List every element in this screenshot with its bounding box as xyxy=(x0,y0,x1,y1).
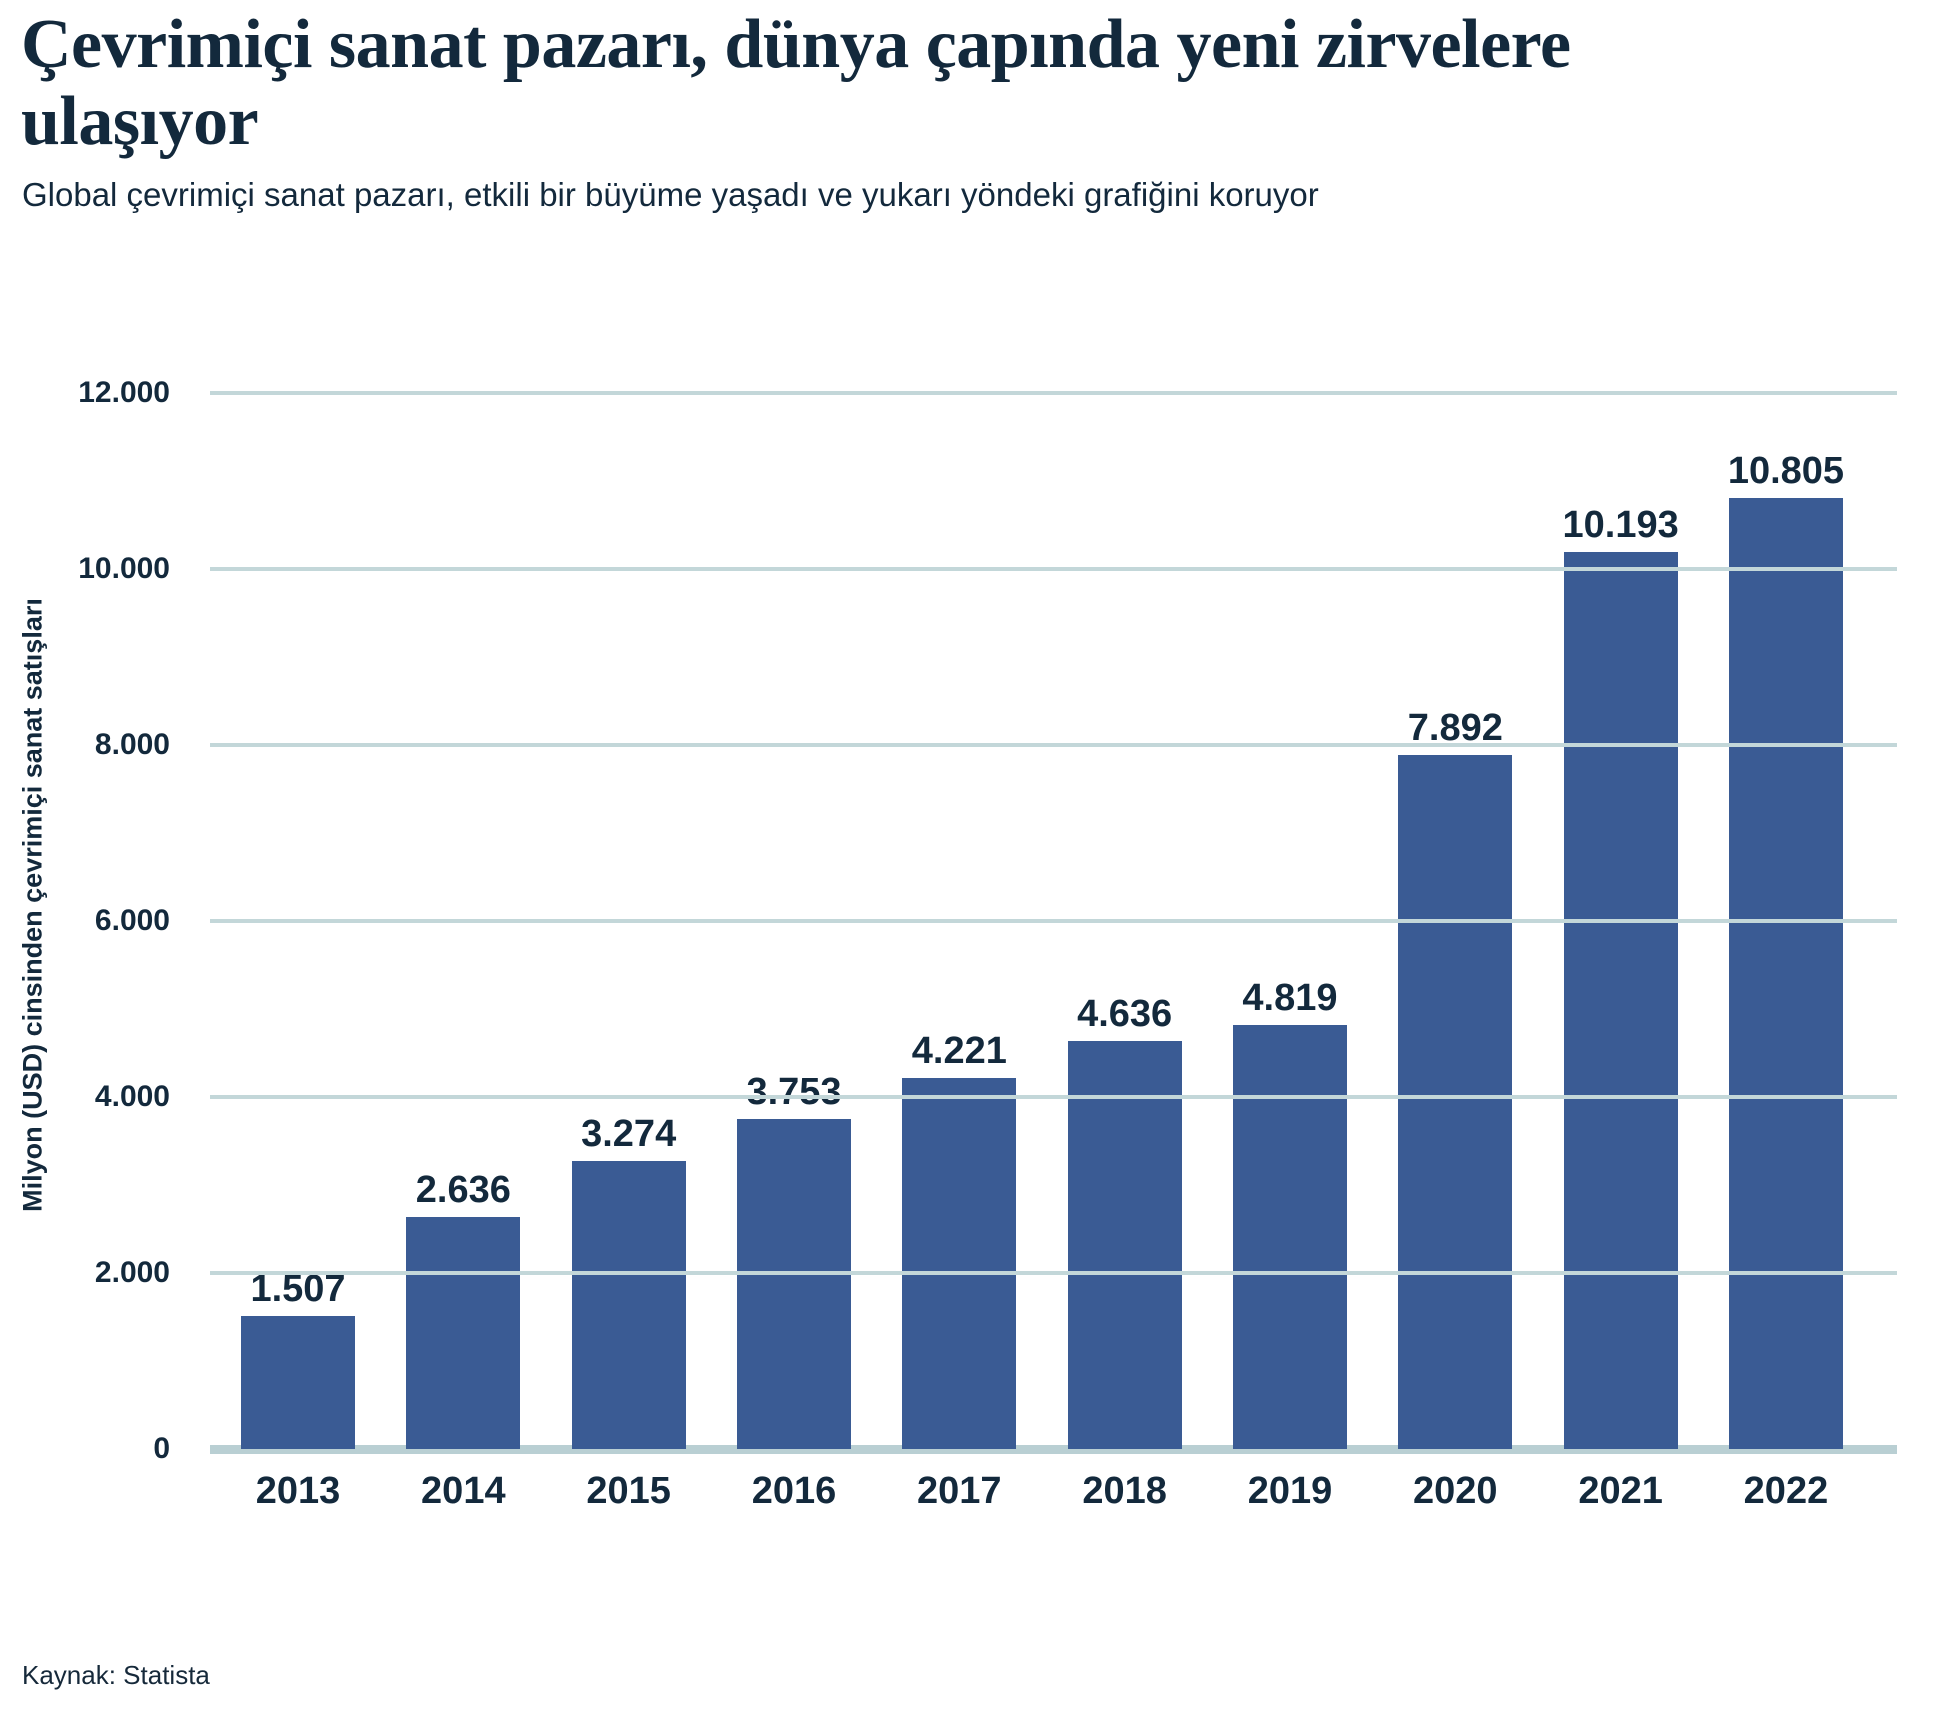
gridline-4.000 xyxy=(210,1095,1897,1099)
x-tick-2020: 2020 xyxy=(1413,1470,1498,1512)
x-axis-line xyxy=(210,1445,1897,1454)
bar-value-2014: 2.636 xyxy=(415,1169,511,1211)
bar-2018 xyxy=(1067,1041,1182,1449)
bar-value-2015: 3.274 xyxy=(581,1113,677,1155)
y-tick-2.000: 2.000 xyxy=(94,1256,170,1289)
y-tick-0: 0 xyxy=(153,1432,170,1465)
bar-band-2016: 3.753 xyxy=(736,1071,851,1449)
y-tick-12.000: 12.000 xyxy=(78,376,170,409)
page-title-line-2: ulaşıyor xyxy=(21,83,259,160)
bar-band-2019: 4.819 xyxy=(1232,977,1347,1449)
x-tick-2015: 2015 xyxy=(586,1470,671,1512)
source-note: Kaynak: Statista xyxy=(22,1660,210,1690)
gridline-6.000 xyxy=(210,919,1897,923)
x-axis-labels: 2013 2014 2015 2016 2017 2018 2019 2020 2021 2022 xyxy=(241,1470,1843,1513)
page-subtitle: Global çevrimiçi sanat pazarı, etkili bi… xyxy=(22,176,1319,213)
x-tick-2017: 2017 xyxy=(917,1470,1002,1512)
bar-value-2016: 3.753 xyxy=(746,1071,842,1113)
x-tick-2018: 2018 xyxy=(1082,1470,1167,1512)
bar-band-2022: 10.805 xyxy=(1727,450,1845,1449)
bar-value-2020: 7.892 xyxy=(1407,707,1503,749)
bar-band-2020: 7.892 xyxy=(1398,707,1513,1449)
x-tick-2019: 2019 xyxy=(1247,1470,1333,1512)
gridline-10.000 xyxy=(210,567,1897,571)
x-tick-2013: 2013 xyxy=(255,1470,341,1512)
bar-band-2017: 4.221 xyxy=(902,1030,1017,1449)
y-tick-10.000: 10.000 xyxy=(78,552,170,585)
bar-band-2021: 10.193 xyxy=(1562,504,1679,1449)
x-tick-2021: 2021 xyxy=(1578,1470,1663,1512)
bar-value-2021: 10.193 xyxy=(1562,504,1679,546)
bar-2017 xyxy=(902,1078,1017,1449)
bar-value-2018: 4.636 xyxy=(1077,993,1173,1035)
bar-value-2013: 1.507 xyxy=(250,1268,346,1310)
bar-value-2022: 10.805 xyxy=(1727,450,1845,492)
bar-band-2014: 2.636 xyxy=(406,1169,521,1449)
bar-2013 xyxy=(241,1316,355,1449)
x-tick-2014: 2014 xyxy=(421,1470,506,1512)
bars-row: 1.507 2.636 3.274 3.753 4.221 4.636 4.819 7.892… xyxy=(241,393,1845,1449)
y-tick-6.000: 6.000 xyxy=(94,904,170,937)
page-title: Çevrimiçi sanat pazarı, dünya çapında ye… xyxy=(21,6,1571,160)
bar-band-2018: 4.636 xyxy=(1067,993,1182,1449)
bar-band-2013: 1.507 xyxy=(241,1268,355,1449)
bar-2022 xyxy=(1728,498,1843,1449)
bar-2020 xyxy=(1398,755,1513,1449)
bar-2015 xyxy=(571,1161,686,1449)
x-tick-2022: 2022 xyxy=(1743,1470,1829,1512)
page-title-line-1: Çevrimiçi sanat pazarı, dünya çapında ye… xyxy=(21,6,1571,83)
bar-band-2015: 3.274 xyxy=(571,1113,686,1449)
gridline-12.000 xyxy=(210,391,1897,395)
bar-2021 xyxy=(1563,552,1678,1449)
gridline-8.000 xyxy=(210,743,1897,747)
y-tick-8.000: 8.000 xyxy=(94,728,170,761)
bar-value-2019: 4.819 xyxy=(1242,977,1338,1019)
bar-value-2017: 4.221 xyxy=(911,1030,1007,1072)
gridline-2.000 xyxy=(210,1271,1897,1275)
bar-2016 xyxy=(736,1119,851,1449)
bar-2014 xyxy=(406,1217,521,1449)
y-tick-4.000: 4.000 xyxy=(94,1080,170,1113)
x-tick-2016: 2016 xyxy=(751,1470,837,1512)
bar-2019 xyxy=(1232,1025,1347,1449)
